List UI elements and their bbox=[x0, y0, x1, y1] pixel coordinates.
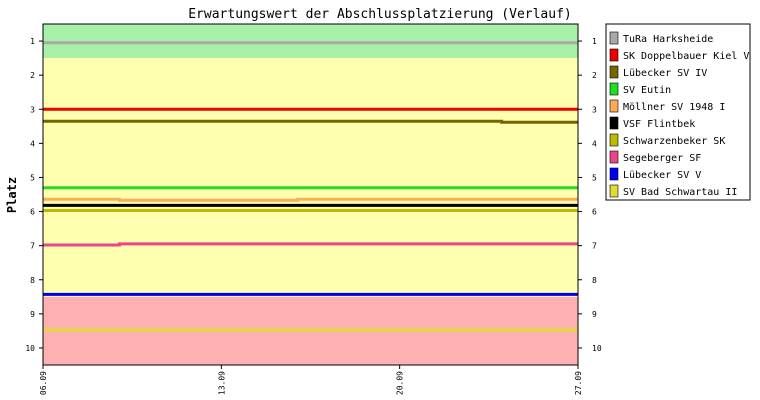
y-axis-label: Platz bbox=[5, 177, 19, 213]
chart-title: Erwartungswert der Abschlussplatzierung … bbox=[188, 7, 572, 22]
legend-box bbox=[605, 23, 751, 201]
y-tick-label-left-10: 10 bbox=[25, 344, 35, 353]
legend-swatch-4 bbox=[609, 99, 619, 113]
series-line-7 bbox=[43, 242, 578, 247]
legend-swatch-8 bbox=[609, 167, 619, 181]
y-ticks: 1 1 2 2 3 3 4 4 5 5 6 6 7 7 8 8 9 9 10 10 bbox=[25, 37, 601, 353]
legend-swatch-3 bbox=[609, 82, 619, 96]
y-tick-label-right-3: 3 bbox=[592, 105, 597, 114]
x-tick-label-20.09: 20.09 bbox=[396, 371, 405, 395]
y-tick-label-left-3: 3 bbox=[30, 105, 35, 114]
legend-swatch-1 bbox=[609, 48, 619, 62]
y-tick-label-right-5: 5 bbox=[592, 173, 597, 182]
y-tick-label-right-2: 2 bbox=[592, 71, 597, 80]
legend-swatch-7 bbox=[609, 150, 619, 164]
legend-label-0: TuRa Harksheide bbox=[623, 34, 713, 45]
bands bbox=[43, 24, 578, 365]
legend: TuRa Harksheide SK Doppelbauer Kiel V Lübe… bbox=[605, 23, 751, 201]
y-tick-label-right-6: 6 bbox=[592, 208, 597, 217]
y-tick-label-left-7: 7 bbox=[30, 242, 35, 251]
y-tick-label-right-4: 4 bbox=[592, 139, 597, 148]
x-tick-label-13.09: 13.09 bbox=[217, 371, 226, 395]
y-tick-label-left-8: 8 bbox=[30, 276, 35, 285]
legend-swatch-0 bbox=[609, 31, 619, 45]
series-line-4 bbox=[43, 197, 578, 202]
y-tick-label-right-1: 1 bbox=[592, 37, 597, 46]
y-tick-label-left-4: 4 bbox=[30, 139, 35, 148]
y-tick-label-right-9: 9 bbox=[592, 310, 597, 319]
band-1 bbox=[43, 58, 578, 297]
x-ticks: 06.09 13.09 20.09 27.09 bbox=[39, 365, 583, 395]
y-tick-label-left-2: 2 bbox=[30, 71, 35, 80]
legend-label-2: Lübecker SV IV bbox=[623, 68, 707, 79]
y-tick-label-right-8: 8 bbox=[592, 276, 597, 285]
y-tick-label-left-5: 5 bbox=[30, 173, 35, 182]
legend-label-7: Segeberger SF bbox=[623, 153, 701, 164]
y-tick-label-left-1: 1 bbox=[30, 37, 35, 46]
series-line-2 bbox=[43, 119, 578, 124]
legend-swatch-6 bbox=[609, 133, 619, 147]
y-tick-label-left-6: 6 bbox=[30, 208, 35, 217]
y-tick-label-right-7: 7 bbox=[592, 242, 597, 251]
legend-swatch-2 bbox=[609, 65, 619, 79]
legend-label-1: SK Doppelbauer Kiel V bbox=[623, 51, 749, 62]
y-tick-label-left-9: 9 bbox=[30, 310, 35, 319]
legend-label-3: SV Eutin bbox=[623, 85, 671, 96]
y-tick-label-right-10: 10 bbox=[592, 344, 602, 353]
legend-swatch-9 bbox=[609, 184, 619, 198]
legend-label-6: Schwarzenbeker SK bbox=[623, 136, 725, 147]
legend-label-4: Möllner SV 1948 I bbox=[623, 102, 725, 113]
x-tick-label-27.09: 27.09 bbox=[574, 371, 583, 395]
legend-label-9: SV Bad Schwartau II bbox=[623, 187, 737, 198]
series-lines bbox=[43, 41, 578, 332]
band-0 bbox=[43, 24, 578, 59]
legend-label-8: Lübecker SV V bbox=[623, 170, 701, 181]
legend-label-5: VSF Flintbek bbox=[623, 119, 695, 130]
legend-swatch-5 bbox=[609, 116, 619, 130]
plot-frame bbox=[42, 23, 579, 366]
x-tick-label-06.09: 06.09 bbox=[39, 371, 48, 395]
